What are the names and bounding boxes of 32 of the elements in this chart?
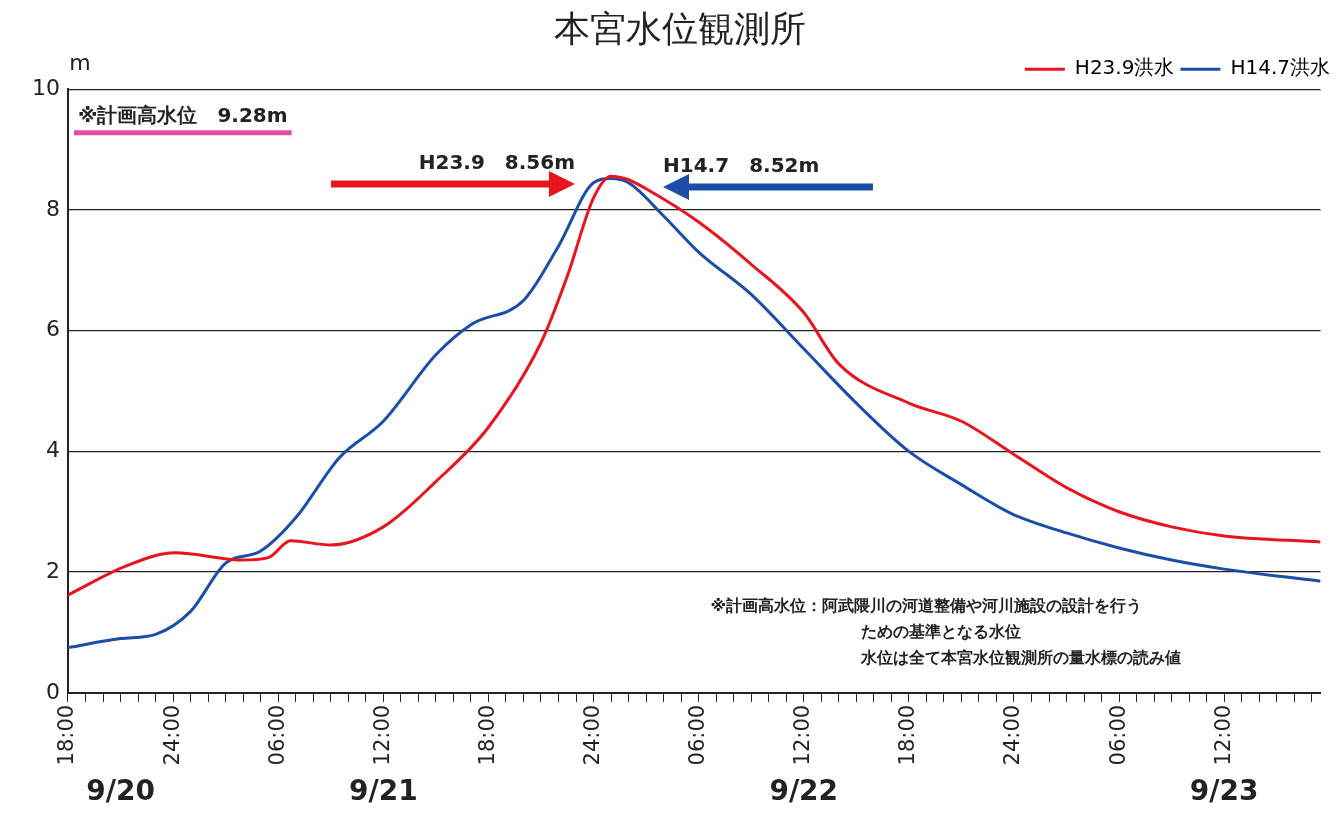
x-tick-label: 24:00 — [1000, 704, 1025, 766]
x-tick-label: 24:00 — [579, 704, 604, 766]
x2-tick-label: 9/20 — [86, 774, 155, 808]
x-tick-label: 18:00 — [474, 704, 499, 766]
y-tick-label: 0 — [45, 678, 60, 704]
x-tick-label: 18:00 — [895, 704, 920, 766]
x-tick-label: 06:00 — [685, 704, 710, 766]
x2-tick-label: 9/21 — [348, 774, 418, 808]
annotation: H14.7 8.52m — [663, 152, 820, 177]
y-tick-label: 6 — [45, 316, 60, 342]
legend-label: H23.9洪水 — [1074, 55, 1175, 80]
x-tick-label: 12:00 — [1210, 704, 1235, 766]
x2-tick-label: 9/23 — [1189, 774, 1259, 808]
y-tick-label: 10 — [31, 74, 60, 100]
annotation: ※計画高水位：阿武隈川の河道整備や河川施設の設計を行う — [710, 595, 1143, 615]
annotation: ための基準となる水位 — [860, 621, 1021, 641]
x-tick-label: 12:00 — [369, 704, 394, 766]
x2-tick-label: 9/22 — [769, 774, 839, 808]
y-tick-label: 8 — [45, 195, 60, 221]
x-tick-label: 06:00 — [264, 704, 289, 766]
y-axis-title: m — [69, 49, 91, 75]
annotation: 水位は全て本宮水位観測所の量水標の読み値 — [859, 647, 1181, 667]
legend-label: H14.7洪水 — [1230, 55, 1331, 80]
x-tick-label: 06:00 — [1105, 704, 1130, 766]
annotation: H23.9 8.56m — [418, 150, 576, 175]
ref-line-label: ※計画高水位 9.28m — [77, 102, 288, 127]
x-tick-label: 12:00 — [790, 704, 815, 766]
y-tick-label: 2 — [45, 557, 60, 583]
chart-title: 本宮水位観測所 — [554, 7, 806, 49]
y-tick-label: 4 — [45, 437, 60, 463]
x-tick-label: 24:00 — [159, 704, 184, 766]
x-tick-label: 18:00 — [54, 704, 79, 766]
